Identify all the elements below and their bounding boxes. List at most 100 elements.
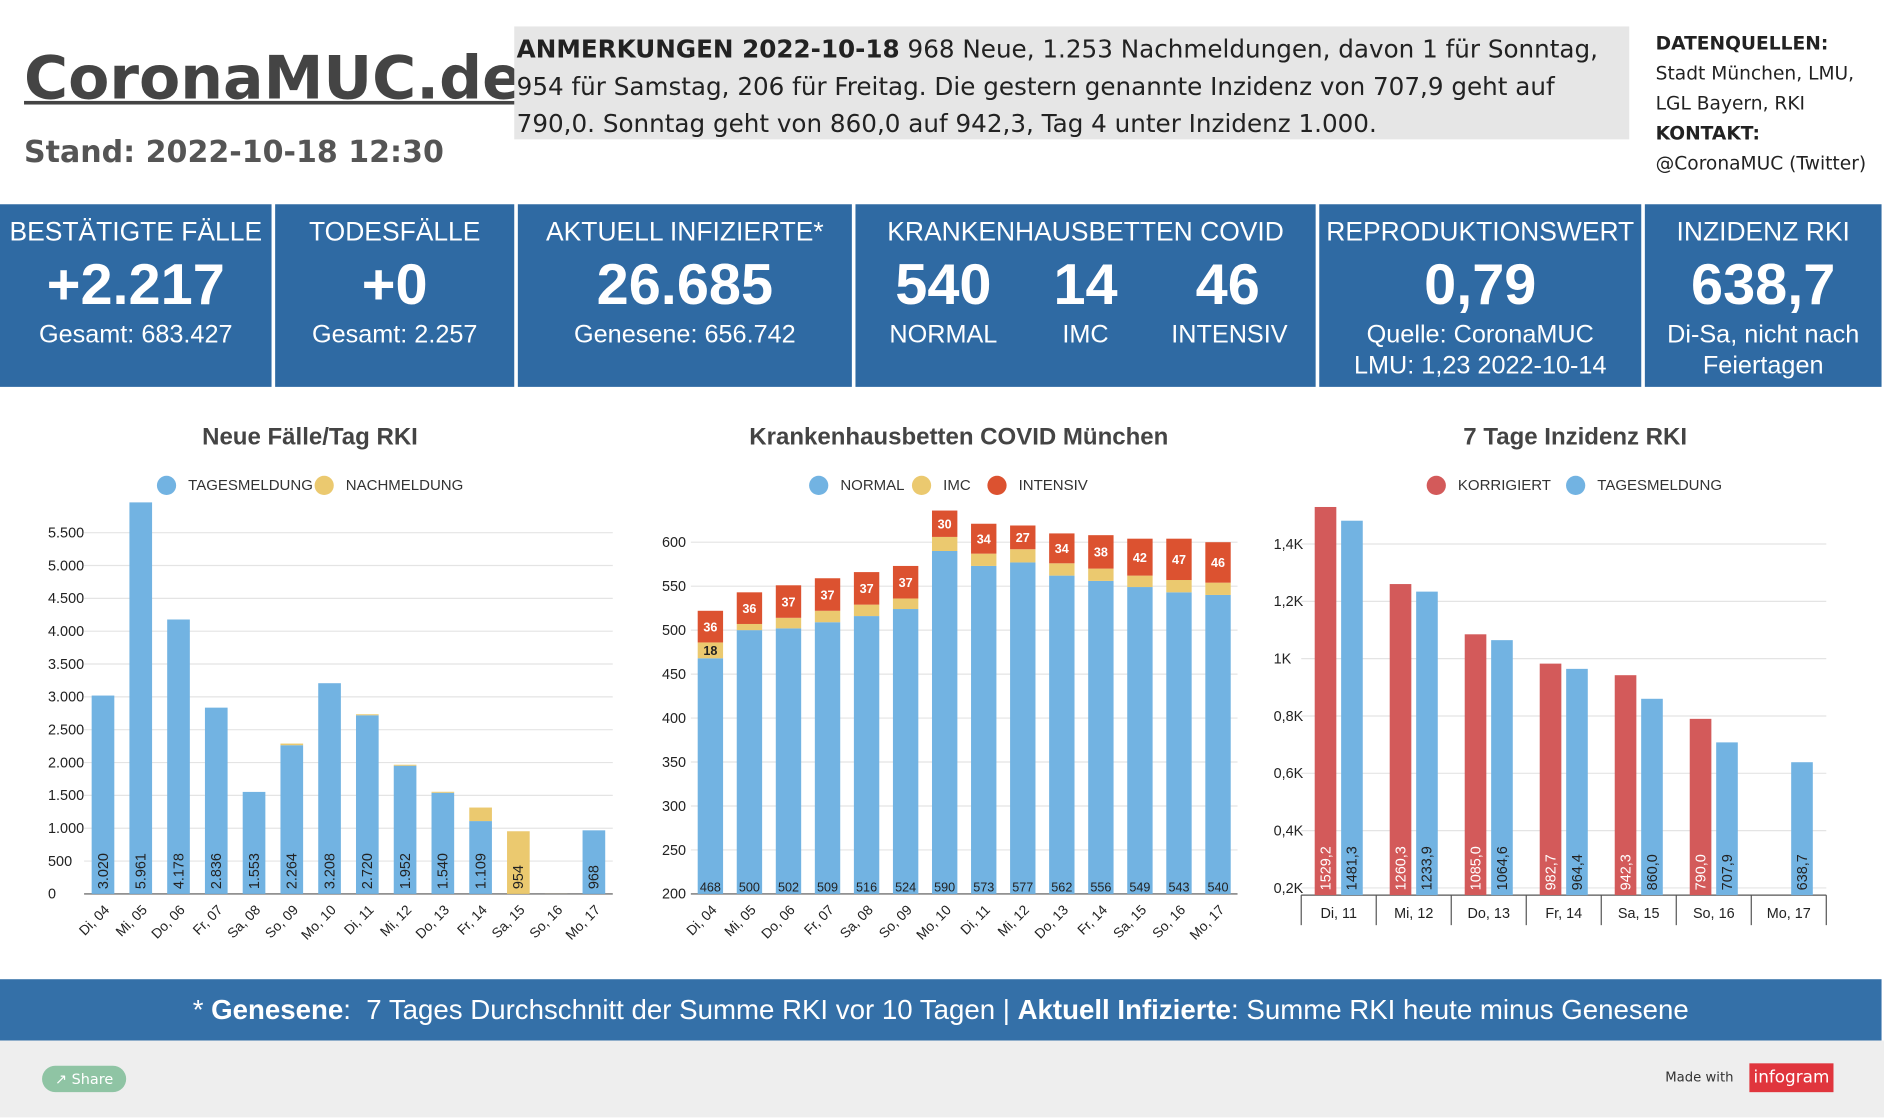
data-label: 37 <box>821 588 835 602</box>
data-label: 1064,6 <box>1495 846 1511 890</box>
data-label: 860,0 <box>1645 854 1661 890</box>
data-label: 540 <box>1207 881 1228 895</box>
footnote: * Genesene: 7 Tages Durchschnitt der Sum… <box>0 979 1882 1041</box>
chart-title: 7 Tage Inzidenz RKI <box>1463 424 1687 451</box>
data-label: 982,7 <box>1543 854 1559 890</box>
data-label: 37 <box>781 595 795 609</box>
bar <box>853 604 880 617</box>
data-label: 36 <box>742 602 756 616</box>
bar <box>853 616 880 894</box>
bar <box>1689 718 1712 896</box>
data-label: 1.553 <box>247 853 263 889</box>
kpi-items: 540 NORMAL 14 IMC 46 INTENSIV <box>855 248 1315 351</box>
kpi-label: NORMAL <box>889 320 998 349</box>
x-tick-label: Do, 13 <box>412 901 452 941</box>
data-label: 34 <box>1055 542 1069 556</box>
data-label: 3.020 <box>96 853 112 889</box>
bar <box>1314 506 1337 896</box>
kpi-title: REPRODUKTIONSWERT <box>1326 216 1635 247</box>
brand-link[interactable]: infogram <box>1749 1063 1834 1093</box>
kpi-item: 540 NORMAL <box>877 248 1009 351</box>
kpi-value: 0,79 <box>1424 253 1537 318</box>
data-label: 573 <box>973 881 994 895</box>
bar <box>1049 575 1075 894</box>
bar <box>971 565 997 894</box>
bar <box>736 592 763 624</box>
data-label: 968 <box>587 865 603 889</box>
data-label: 38 <box>1094 546 1108 560</box>
y-tick-label: 5.000 <box>48 558 84 574</box>
data-label: 18 <box>703 644 717 658</box>
kpi-value: +0 <box>361 253 428 318</box>
data-label: 964,4 <box>1570 854 1586 890</box>
data-label: 577 <box>1012 881 1033 895</box>
data-label: 1085,0 <box>1468 846 1484 890</box>
data-label: 2.264 <box>285 853 301 889</box>
kpi-sub: Di-Sa, nicht nach Feiertagen <box>1667 320 1860 380</box>
bar <box>129 502 153 894</box>
data-label: 638,7 <box>1795 854 1811 890</box>
kpi-label: IMC <box>1062 320 1109 349</box>
data-label: 516 <box>856 881 877 895</box>
x-tick-label: Mo, 10 <box>298 901 339 942</box>
bar <box>971 553 997 566</box>
bar <box>775 628 802 894</box>
x-tick-label: Mo, 17 <box>1186 902 1227 943</box>
kpi-item: 46 INTENSIV <box>1162 248 1294 351</box>
x-tick-label: Do, 06 <box>148 901 188 941</box>
footnote-star: * <box>192 993 204 1025</box>
site-title[interactable]: CoronaMUC.de <box>24 43 523 113</box>
x-tick-label: Sa, 15 <box>488 901 528 941</box>
x-tick-label: So, 16 <box>1149 901 1189 941</box>
data-label: 502 <box>778 881 799 895</box>
bar <box>892 598 919 610</box>
y-tick-label: 3.500 <box>48 657 84 673</box>
bar <box>431 791 455 793</box>
bar <box>431 792 455 894</box>
kpi-sub: Gesamt: 683.427 <box>38 320 233 349</box>
bar <box>1341 520 1363 896</box>
bar <box>280 745 304 894</box>
kpi-title: AKTUELL INFIZIERTE* <box>546 216 824 247</box>
x-tick-label: So, 16 <box>526 901 566 941</box>
data-label: 942,3 <box>1618 854 1634 890</box>
bar <box>1205 594 1231 894</box>
share-button[interactable]: ↗ Share <box>42 1065 127 1093</box>
data-label: 46 <box>1211 556 1225 570</box>
kpi-value: +2.217 <box>46 253 225 318</box>
x-tick-label: Di, 11 <box>957 902 993 938</box>
y-tick-label: 2.000 <box>48 755 84 771</box>
kpi-box: BESTÄTIGTE FÄLLE +2.217 Gesamt: 683.427 <box>0 204 272 387</box>
x-tick-label: Di, 11 <box>1320 906 1357 922</box>
y-tick-label: 4.500 <box>48 591 84 607</box>
bar <box>1716 742 1738 896</box>
y-tick-label: 1K <box>1274 651 1292 667</box>
bar <box>1127 538 1153 576</box>
bar <box>1614 675 1637 896</box>
x-tick-label: Sa, 15 <box>1110 901 1150 941</box>
bar <box>1791 762 1813 896</box>
kpi-box: TODESFÄLLE +0 Gesamt: 2.257 <box>275 204 515 387</box>
bar <box>892 609 919 894</box>
legend-label: IMC <box>943 477 971 494</box>
data-label: 1.952 <box>398 853 414 889</box>
x-tick-label: Fr, 14 <box>454 901 490 937</box>
footnote-text: : 7 Tages Durchschnitt der Summe RKI vor… <box>343 993 1010 1025</box>
bar <box>1205 542 1231 583</box>
x-tick-label: Mo, 17 <box>1767 906 1811 922</box>
x-tick-label: So, 09 <box>262 901 302 941</box>
bar <box>931 550 958 894</box>
kpi-label: INTENSIV <box>1171 320 1288 349</box>
share-label[interactable]: Share <box>71 1070 114 1088</box>
bar <box>775 585 802 618</box>
bar <box>167 619 190 894</box>
notes-title: ANMERKUNGEN 2022-10-18 <box>516 34 900 64</box>
data-label: 590 <box>934 881 955 895</box>
y-tick-label: 0,8K <box>1274 709 1304 725</box>
bar <box>736 623 763 631</box>
x-tick-label: Sa, 15 <box>1618 906 1660 922</box>
x-tick-label: Mi, 05 <box>721 901 759 939</box>
x-tick-label: Sa, 08 <box>836 901 876 941</box>
legend-label: TAGESMELDUNG <box>188 477 313 494</box>
bar <box>1010 562 1036 894</box>
